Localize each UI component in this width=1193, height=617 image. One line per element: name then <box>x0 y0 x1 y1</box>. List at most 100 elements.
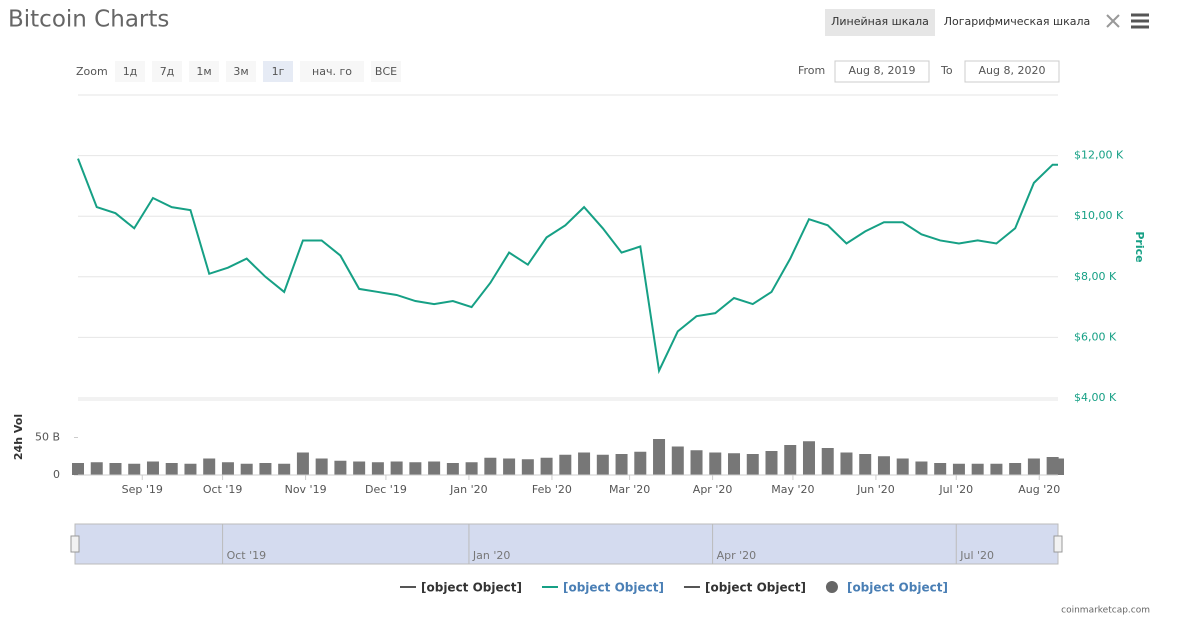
navigator-tick-label: Apr '20 <box>717 549 757 562</box>
menu-icon[interactable] <box>1131 13 1149 29</box>
y-tick-label: $10,00 K <box>1074 209 1124 222</box>
fullscreen-icon[interactable] <box>1106 14 1120 28</box>
y-tick-label: $6,00 K <box>1074 330 1117 343</box>
volume-bar <box>428 461 441 475</box>
volume-bar <box>671 446 684 475</box>
x-tick-label: Apr '20 <box>693 483 733 496</box>
zoom-label: Zoom <box>76 65 108 78</box>
volume-bar <box>596 454 609 475</box>
volume-bar <box>165 463 178 475</box>
volume-bar <box>1027 458 1040 475</box>
volume-bar <box>784 445 797 475</box>
volume-bar <box>540 457 553 475</box>
volume-bar <box>503 458 516 475</box>
volume-bar <box>128 463 141 475</box>
x-tick-label: May '20 <box>771 483 814 496</box>
volume-bar <box>278 463 291 475</box>
legend-item[interactable]: [object Object] <box>421 581 522 595</box>
x-tick-label: Dec '19 <box>365 483 407 496</box>
volume-bar <box>446 463 459 475</box>
legend-item[interactable]: [object Object] <box>705 581 806 595</box>
linear-button-bg[interactable] <box>825 9 935 36</box>
legend-item[interactable]: [object Object] <box>847 581 948 595</box>
zoom-button[interactable]: нач. го <box>312 65 352 78</box>
navigator-tick-label: Jul '20 <box>959 549 994 562</box>
log-button[interactable]: Логарифмическая шкала <box>944 15 1091 28</box>
navigator-handle[interactable] <box>70 535 80 553</box>
volume-bar <box>802 441 815 475</box>
to-value[interactable]: Aug 8, 2020 <box>979 64 1046 77</box>
from-value[interactable]: Aug 8, 2019 <box>849 64 916 77</box>
navigator-tick-label: Jan '20 <box>472 549 510 562</box>
navigator-tick-label: Oct '19 <box>227 549 267 562</box>
volume-bar <box>409 462 422 475</box>
y-tick-label: $4,00 K <box>1074 391 1117 404</box>
page-title: Bitcoin Charts <box>8 7 169 33</box>
price-line <box>77 158 1058 375</box>
volume-bar <box>877 456 890 475</box>
volume-bar <box>934 463 947 475</box>
zoom-button-bg[interactable] <box>371 61 401 82</box>
zoom-button-bg[interactable] <box>226 61 256 82</box>
volume-bar <box>859 454 872 475</box>
zoom-button[interactable]: ВСЕ <box>375 65 397 78</box>
volume-bar <box>971 463 984 475</box>
volume-bar <box>578 452 591 475</box>
x-tick-label: Nov '19 <box>285 483 327 496</box>
linear-button[interactable]: Линейная шкала <box>831 15 929 28</box>
volume-bar <box>240 463 253 475</box>
zoom-button[interactable]: 1д <box>123 65 138 78</box>
zoom-button[interactable]: 1м <box>196 65 211 78</box>
footer: coinmarketcap.com <box>1061 606 1150 616</box>
volume-bar <box>615 454 628 475</box>
volume-bar <box>465 462 478 475</box>
volume-bar <box>371 462 384 475</box>
x-tick-label: Feb '20 <box>532 483 572 496</box>
volume-bar <box>1009 463 1022 475</box>
zoom-button[interactable]: 1г <box>272 65 285 78</box>
volume-bar <box>559 454 572 475</box>
volume-bar <box>109 463 122 475</box>
volume-bar <box>690 450 703 475</box>
zoom-button[interactable]: 3м <box>233 65 248 78</box>
from-label: From <box>798 64 825 77</box>
volume-bar <box>952 463 965 475</box>
volume-bar <box>915 461 928 475</box>
volume-bar <box>296 452 309 475</box>
zoom-button-bg[interactable] <box>189 61 219 82</box>
volume-bar <box>746 454 759 475</box>
volume-bar <box>221 462 234 475</box>
zoom-button-bg[interactable] <box>152 61 182 82</box>
to-input[interactable] <box>964 60 1060 83</box>
to-label: To <box>940 64 953 77</box>
y-tick-label: $8,00 K <box>1074 270 1117 283</box>
legend-symbol[interactable] <box>825 581 838 593</box>
zoom-button-bg[interactable] <box>300 61 364 82</box>
volume-bar <box>840 452 853 475</box>
y-tick-label: 50 B <box>35 431 60 444</box>
from-input[interactable] <box>834 60 930 83</box>
navigator-handle[interactable] <box>1053 535 1063 553</box>
volume-bar <box>484 457 497 475</box>
volume-bar <box>315 458 328 475</box>
y-axis-title: 24h Vol <box>12 414 25 460</box>
volume-bar <box>728 453 741 475</box>
volume-bar <box>90 462 103 475</box>
zoom-button[interactable]: 7д <box>160 65 175 78</box>
volume-bar <box>353 461 366 475</box>
zoom-button-bg[interactable] <box>263 61 293 82</box>
x-tick-label: Jan '20 <box>449 483 487 496</box>
x-tick-label: Mar '20 <box>609 483 650 496</box>
volume-bar <box>1052 458 1064 475</box>
volume-bar <box>184 463 197 475</box>
volume-bar <box>334 460 347 475</box>
volume-bar <box>390 461 403 475</box>
y-tick-label: 0 <box>53 468 60 481</box>
volume-bar <box>765 451 778 475</box>
volume-bar <box>896 458 909 475</box>
x-tick-label: Sep '19 <box>122 483 163 496</box>
legend-item[interactable]: [object Object] <box>563 581 664 595</box>
zoom-button-bg[interactable] <box>115 61 145 82</box>
volume-bar <box>146 461 159 475</box>
